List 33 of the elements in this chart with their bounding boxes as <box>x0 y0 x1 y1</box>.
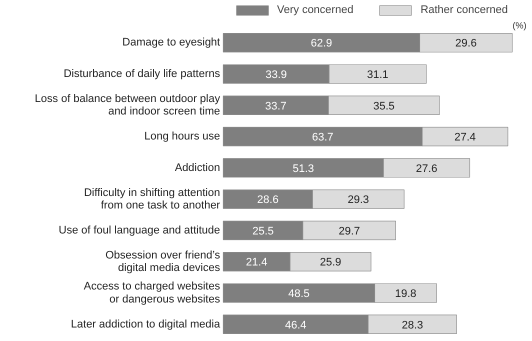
y-tick-label: Obsession over friend’s digital media devices <box>105 249 221 274</box>
data-label: 33.9 <box>265 69 287 82</box>
data-label: 25.9 <box>320 256 342 269</box>
data-label: 29.6 <box>455 38 477 50</box>
y-tick-label: Difficulty in shifting attention from one task to another <box>84 186 220 212</box>
legend-label: Very concerned <box>277 4 354 16</box>
data-label: 28.6 <box>257 194 279 206</box>
data-label: 31.1 <box>367 69 388 82</box>
data-label: 25.5 <box>252 225 274 238</box>
y-tick-label: Long hours use <box>144 130 220 143</box>
data-label: 28.3 <box>402 319 424 332</box>
y-tick-label: Later addiction to digital media <box>70 318 221 330</box>
data-label: 63.7 <box>312 132 334 144</box>
y-tick-label: Use of foul language and attitude <box>58 224 220 236</box>
data-label: 21.4 <box>246 256 268 269</box>
data-label: 35.5 <box>373 100 395 112</box>
legend-label: Rather concerned <box>420 4 508 16</box>
y-tick-label: Disturbance of daily life patterns <box>64 68 221 80</box>
y-tick-label: Addiction <box>174 162 220 174</box>
y-tick-label: Loss of balance between outdoor play and indoor screen time <box>34 93 221 118</box>
y-tick-label: Access to charged websites or dangerous websites <box>84 280 221 306</box>
data-label: 46.4 <box>284 319 306 332</box>
data-label: 27.6 <box>416 162 438 175</box>
data-label: 33.7 <box>265 100 287 112</box>
data-label: 29.3 <box>348 194 370 206</box>
data-label: 62.9 <box>310 38 332 50</box>
data-label: 27.4 <box>454 132 476 144</box>
text: (%) <box>512 20 527 30</box>
data-label: 48.5 <box>288 288 310 300</box>
data-label: 51.3 <box>292 162 314 175</box>
data-label: 29.7 <box>338 225 360 238</box>
data-label: 19.8 <box>394 288 416 300</box>
y-tick-label: Damage to eyesight <box>122 36 220 49</box>
